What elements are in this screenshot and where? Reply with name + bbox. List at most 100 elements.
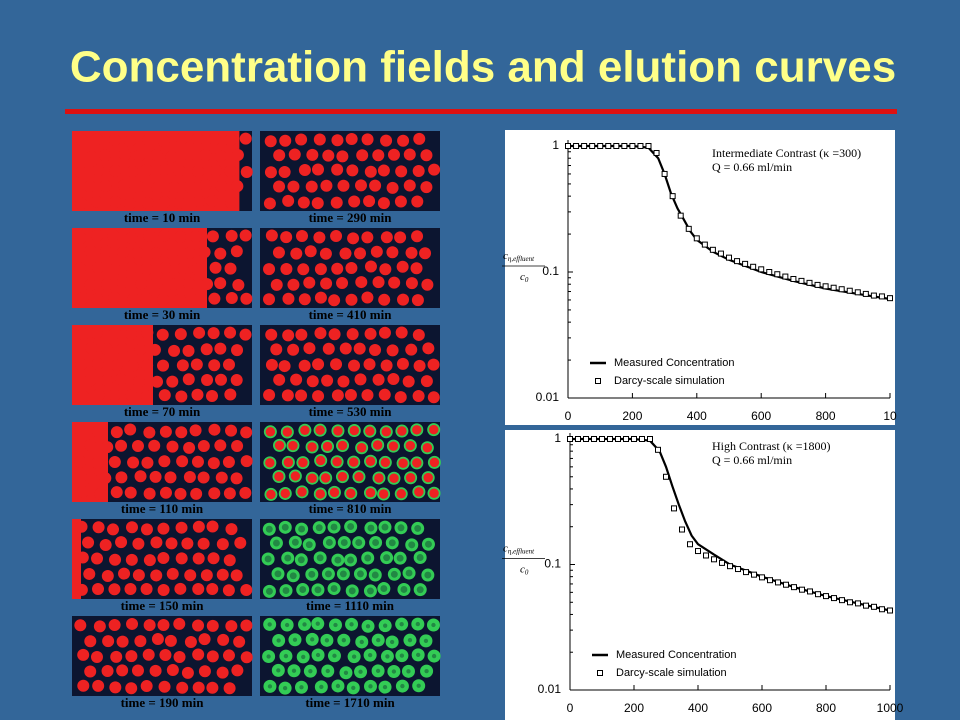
grain (287, 278, 300, 291)
grain (379, 263, 392, 276)
grain (355, 276, 368, 289)
data-marker (759, 574, 765, 581)
data-marker (855, 600, 861, 607)
data-marker (830, 284, 837, 291)
grain (265, 328, 278, 341)
grain (349, 622, 354, 627)
grain (134, 343, 147, 356)
x-tick-label: 400 (688, 701, 708, 715)
grain (158, 680, 171, 693)
grain (116, 276, 129, 289)
grain (102, 635, 115, 648)
grain (174, 230, 187, 243)
grain (346, 164, 359, 177)
grain (150, 148, 163, 161)
y-tick-label: 0.1 (542, 264, 559, 278)
grain (83, 567, 96, 580)
y-tick-label: 0.1 (544, 557, 561, 571)
x-tick-label: 200 (622, 409, 642, 423)
grain (109, 681, 122, 694)
grain (182, 344, 195, 357)
grain (346, 488, 356, 499)
grain (115, 471, 128, 484)
legend-swatch (597, 670, 603, 676)
grain (231, 344, 244, 357)
grain (335, 683, 341, 689)
grain (132, 569, 145, 582)
grain (175, 390, 188, 403)
grain (231, 439, 244, 452)
grain (182, 373, 195, 386)
data-marker (565, 143, 571, 149)
data-marker (613, 143, 620, 149)
y-label-denominator: c0 (520, 271, 529, 284)
annotation: Intermediate Contrast (κ =300) (712, 146, 861, 160)
grain (74, 619, 87, 632)
x-tick-label: 0 (567, 701, 574, 715)
grain (175, 426, 188, 439)
grain (92, 388, 105, 401)
grain (420, 149, 433, 162)
grain (240, 619, 253, 632)
grain (273, 180, 286, 193)
grain (330, 230, 343, 243)
x-tick-label: 1000 (877, 701, 904, 715)
grain (164, 471, 177, 484)
grain (199, 179, 212, 192)
grain (375, 668, 381, 674)
grain (354, 179, 367, 192)
grain (288, 440, 298, 451)
grain (206, 681, 219, 694)
grain (337, 375, 350, 388)
grain (109, 164, 122, 177)
grain (281, 523, 289, 531)
grain (108, 619, 121, 632)
grain (92, 261, 105, 274)
data-marker (711, 556, 717, 563)
grain (168, 344, 181, 357)
grain (424, 668, 429, 674)
grain (284, 622, 290, 628)
grain (125, 553, 138, 566)
grain (240, 651, 253, 664)
grain (413, 132, 426, 145)
grain (149, 664, 162, 677)
grain (206, 389, 219, 402)
grain (365, 426, 375, 436)
grain (216, 568, 229, 581)
grain (225, 196, 238, 209)
data-marker (573, 143, 580, 149)
grain (175, 552, 188, 565)
grain (222, 455, 235, 468)
grain (429, 488, 439, 498)
grain (351, 654, 357, 659)
panel-label: time = 530 min (309, 404, 393, 419)
grain (76, 551, 89, 564)
grain (74, 262, 87, 275)
grain (165, 537, 178, 550)
grain (191, 455, 204, 468)
grain (329, 487, 340, 498)
data-marker (605, 143, 612, 149)
y-label-part: η,effluent (508, 547, 535, 555)
grain (231, 149, 244, 162)
grain (206, 582, 219, 595)
grain (109, 263, 122, 276)
grain (399, 622, 404, 627)
grain (148, 343, 161, 356)
data-marker (767, 577, 773, 584)
grain (365, 624, 371, 629)
panel-label: time = 810 min (309, 501, 393, 516)
data-marker (575, 436, 581, 442)
grain (126, 165, 139, 178)
grain (125, 682, 138, 695)
annotation: High Contrast (κ =1800) (712, 439, 830, 453)
grain (207, 327, 220, 340)
grain (422, 443, 433, 453)
grain (223, 682, 236, 695)
grain (132, 181, 145, 194)
grain (230, 569, 243, 582)
grain (280, 488, 291, 499)
grain (339, 247, 352, 260)
grain (193, 195, 206, 208)
